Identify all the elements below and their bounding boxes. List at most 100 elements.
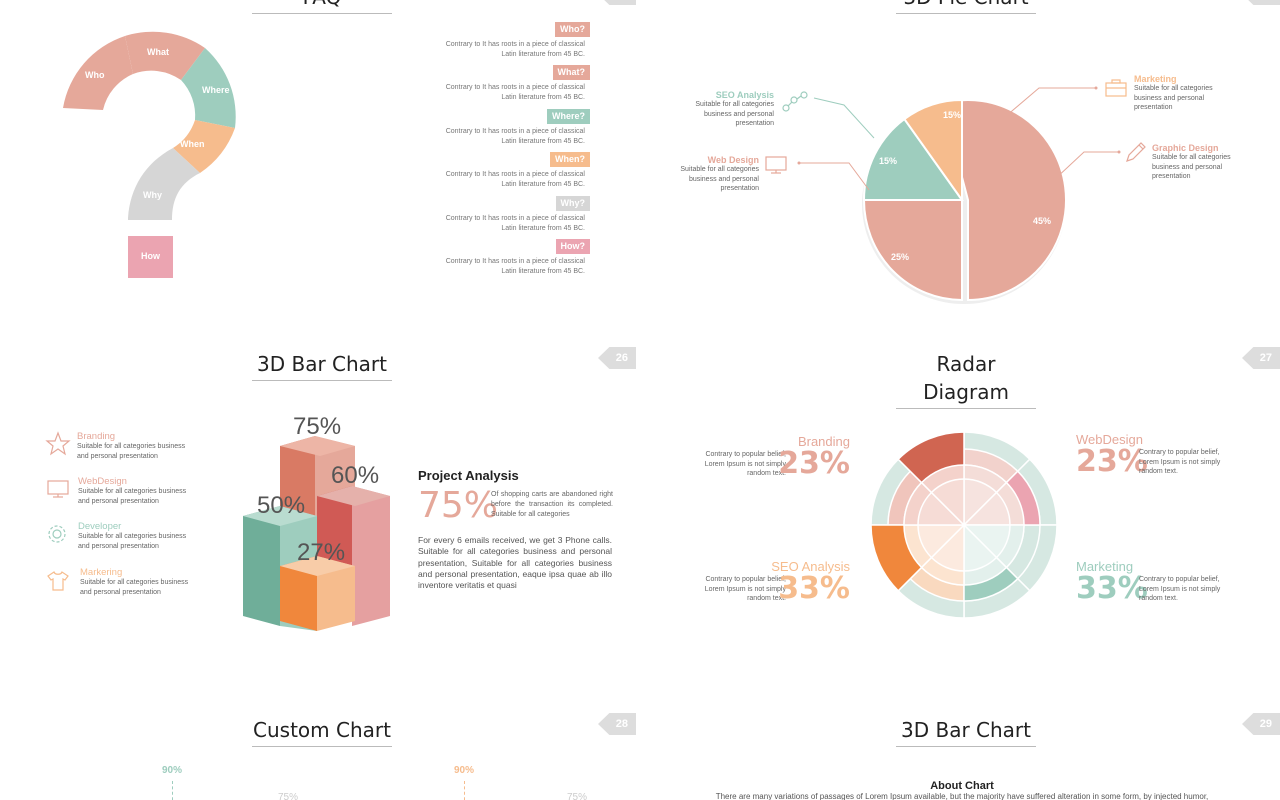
puzzle-label: When (180, 139, 205, 149)
faq-line: Latin literature from 45 BC. (501, 93, 585, 101)
faq-line: Contrary to It has roots in a piece of c… (445, 41, 585, 48)
slide-custom-chart[interactable]: Custom Chart 28 90% 75% 90% 75% (0, 703, 636, 800)
puzzle-piece-how (128, 236, 173, 278)
block-text: Contrary to popular belief, Lorem Ipsum … (704, 576, 786, 602)
faq-line: Contrary to It has roots in a piece of c… (445, 171, 585, 178)
list-item-branding: Branding Suitable for all categories bus… (77, 431, 237, 461)
chart-label-75b: 75% (567, 792, 588, 800)
puzzle-label: Who (85, 70, 105, 80)
connector-webdesign (799, 162, 870, 191)
item-title: Markering (80, 567, 123, 578)
pie-slice (862, 199, 963, 302)
block-title: WebDesign (1076, 432, 1143, 447)
faq-answer: Contrary to It has roots in a piece of c… (435, 214, 585, 233)
3d-bar-chart: 75% 60% 50% 27% (243, 413, 390, 631)
pie-slice-label: 25% (891, 252, 909, 262)
about-chart-text: There are many variations of passages of… (715, 792, 1209, 800)
slide-title: Radar Diagram (896, 350, 1036, 409)
list-item-webdesign: WebDesign Suitable for all categories bu… (78, 476, 238, 506)
item-text: Suitable for all categories business (78, 488, 187, 495)
connector-graphic (1053, 151, 1119, 181)
puzzle-label: What (147, 47, 169, 57)
label-text: Suitable for all categories (680, 166, 759, 173)
chart-label-75: 75% (278, 792, 299, 800)
faq-line: Contrary to It has roots in a piece of c… (445, 258, 585, 265)
slide-title: 3D Pie Chart (896, 0, 1036, 14)
page-number: 29 (1242, 713, 1280, 735)
faq-answer: Contrary to It has roots in a piece of c… (435, 83, 585, 102)
slide-radar[interactable]: Radar Diagram 27 Contrary to popular bel… (644, 338, 1280, 693)
label-seo-analysis: SEO Analysis Suitable for all categories… (684, 90, 774, 129)
faq-tag: Where? (546, 109, 590, 124)
label-text: Suitable for all categories (695, 101, 774, 108)
faq-line: Contrary to It has roots in a piece of c… (445, 215, 585, 222)
label-web-design: Web Design Suitable for all categories b… (669, 155, 759, 194)
block-percent: 33% (778, 571, 850, 606)
bar-label-27: 27% (297, 539, 345, 566)
slide-title: Custom Chart (252, 716, 392, 747)
label-title: SEO Analysis (715, 90, 774, 100)
item-text: Suitable for all categories business (77, 443, 186, 450)
block-title: Marketing (1076, 559, 1134, 574)
faq-line: Latin literature from 45 BC. (501, 180, 585, 188)
chart-label-90: 90% (162, 765, 183, 776)
label-text: business and personal (1134, 94, 1205, 102)
bar-label-75: 75% (293, 413, 341, 440)
block-text: Contrary to popular belief, Lorem Ipsum … (1139, 449, 1221, 475)
item-text: and personal presentation (80, 588, 161, 596)
list-item-markering: Markering Suitable for all categories bu… (80, 567, 240, 597)
item-title: Developer (78, 521, 122, 532)
gear-icon (48, 525, 66, 543)
bar-label-50: 50% (257, 492, 305, 519)
puzzle-piece-what (125, 31, 205, 80)
star-icon (45, 431, 71, 456)
slide-title: 3D Bar Chart (252, 350, 392, 381)
faq-tag: Who? (555, 22, 590, 37)
puzzle-piece-when (173, 120, 235, 173)
label-text: Suitable for all categories (1134, 85, 1213, 92)
pencil-icon (1126, 142, 1146, 162)
faq-line: Latin literature from 45 BC. (501, 137, 585, 145)
slide-pie[interactable]: 3D Pie Chart 45% 25% 15% 15% SEO Analysis S… (644, 0, 1280, 330)
puzzle-label: Where (202, 85, 230, 95)
pie-slices: 45% 25% 15% 15% (862, 98, 1067, 302)
faq-line: Latin literature from 45 BC. (501, 267, 585, 275)
about-chart-title: About Chart (930, 780, 994, 792)
chart-axis (464, 781, 465, 800)
label-text: business and personal (1152, 163, 1223, 171)
label-text: presentation (1134, 104, 1173, 111)
slide-3d-bar-2[interactable]: 3D Bar Chart 29 About Chart There are ma… (644, 703, 1280, 800)
label-text: presentation (1152, 173, 1191, 180)
pie-slice-label: 45% (1033, 216, 1051, 226)
block-text: Contrary to popular belief, Lorem Ipsum … (704, 451, 786, 477)
block-title: SEO Analysis (771, 559, 850, 574)
block-title: Branding (797, 434, 850, 449)
faq-answer: Contrary to It has roots in a piece of c… (435, 257, 585, 276)
item-text: and personal presentation (78, 542, 159, 550)
faq-line: Latin literature from 45 BC. (501, 224, 585, 232)
label-text: presentation (735, 120, 774, 127)
page-number: 26 (598, 347, 636, 369)
page-number: 27 (1242, 347, 1280, 369)
slide-title: 3D Bar Chart (896, 716, 1036, 747)
faq-tag: Why? (555, 196, 590, 211)
bar-label-60: 60% (331, 462, 379, 489)
slide-faq[interactable]: FAQ Who What Where When Why How Who? Cont… (0, 0, 636, 330)
label-text: Suitable for all categories (1152, 154, 1231, 161)
page-number: 28 (598, 713, 636, 735)
puzzle-label: How (141, 251, 161, 261)
faq-tag: What? (552, 65, 590, 80)
project-title: Project Analysis (418, 468, 519, 483)
block-percent: 33% (1076, 571, 1148, 606)
slide-title: FAQ (252, 0, 392, 14)
block-text: Contrary to popular belief, Lorem Ipsum … (1139, 576, 1221, 602)
label-graphic-design: Graphic Design Suitable for all categori… (1152, 143, 1252, 182)
faq-answer: Contrary to It has roots in a piece of c… (435, 127, 585, 146)
puzzle-piece-who (63, 36, 133, 110)
project-percent: 75% (418, 485, 499, 526)
faq-line: Latin literature from 45 BC. (501, 50, 585, 58)
slide-3d-bar[interactable]: 3D Bar Chart 26 Branding Suitable for al… (0, 338, 636, 693)
faq-line: Contrary to It has roots in a piece of c… (445, 84, 585, 91)
page-number (598, 0, 636, 5)
puzzle-label: Why (143, 190, 162, 200)
